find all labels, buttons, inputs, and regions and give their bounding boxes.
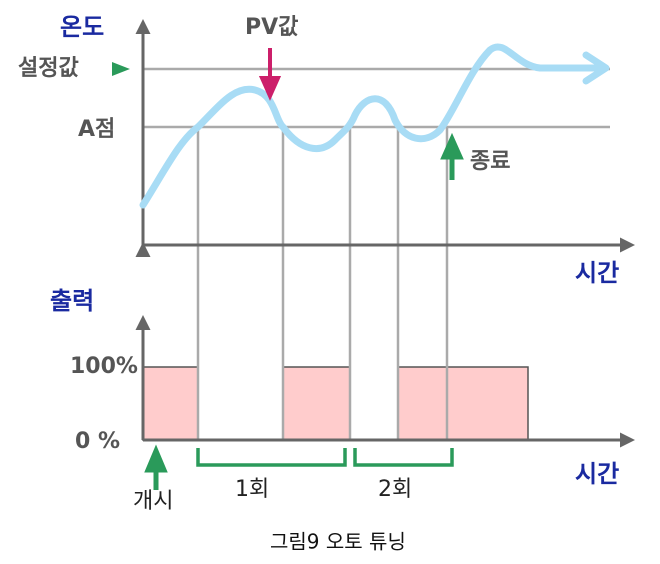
label: 종료 (470, 149, 510, 174)
label: 100% (70, 354, 138, 379)
output-bar (397, 366, 529, 441)
label: 시간 (575, 460, 619, 488)
cycle-lines (196, 127, 449, 440)
label: 개시 (133, 489, 173, 514)
end-arrow (440, 132, 464, 180)
curve-arrow (582, 51, 610, 85)
output-bar (142, 366, 199, 441)
label: 설정값 (18, 56, 79, 81)
start-arrow (144, 444, 168, 490)
cycle-2-bracket (353, 448, 454, 467)
cycle-1-bracket (196, 448, 347, 467)
label: 온도 (60, 13, 104, 41)
label: 2회 (378, 477, 412, 502)
label: 시간 (575, 259, 619, 287)
upper-axes (143, 22, 632, 245)
label: A점 (78, 117, 115, 142)
label: 출력 (50, 287, 94, 315)
pv-arrow (258, 48, 282, 101)
label: 1회 (235, 477, 269, 502)
output-bar (282, 366, 351, 441)
caption: 그림9 오토 튜닝 (270, 530, 406, 554)
setpoint-arrow (112, 62, 130, 76)
label: 0 % (75, 429, 120, 454)
label: PV값 (245, 15, 298, 40)
temperature-curve (139, 43, 604, 209)
